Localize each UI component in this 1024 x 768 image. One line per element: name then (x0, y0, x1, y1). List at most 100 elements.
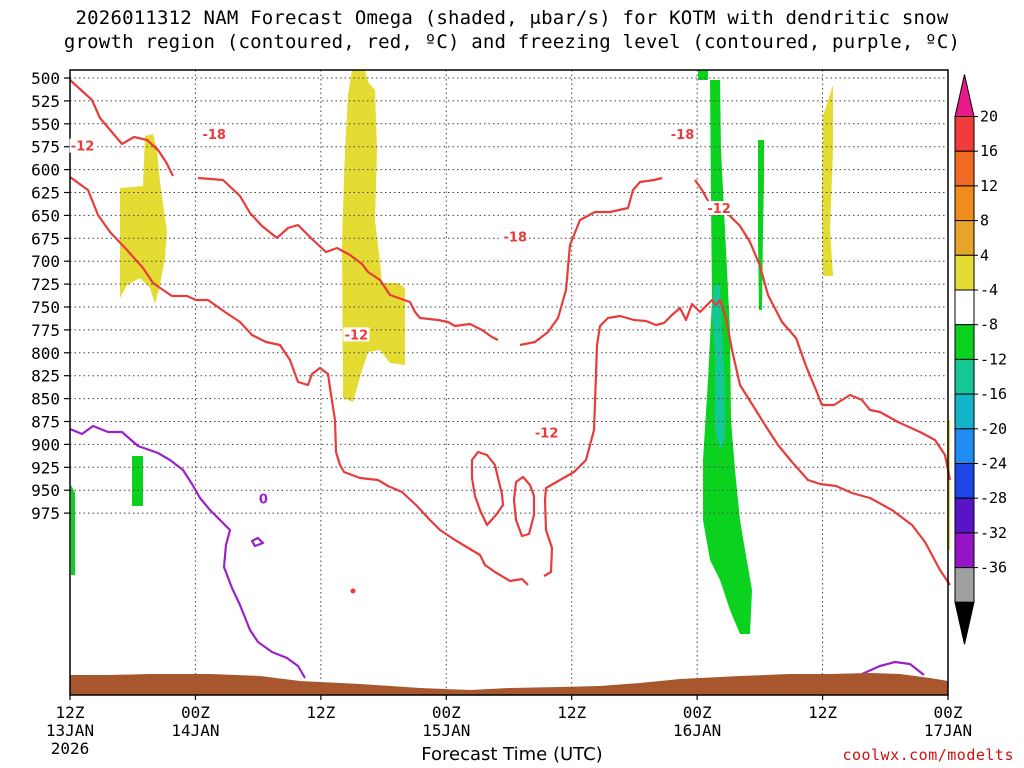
omega-region-0 (120, 134, 167, 304)
colorbar-label-3: 8 (980, 212, 989, 230)
contour-label-4: -12 (535, 426, 559, 441)
colorbar-bin-9 (954, 393, 975, 430)
omega-region-2 (822, 85, 833, 276)
x-axis-label: Forecast Time (UTC) (421, 744, 603, 765)
y-tick-label-10: 750 (31, 298, 60, 317)
contour-label-0: -12 (71, 140, 95, 155)
chart-title: 2026011312 NAM Forecast Omega (shaded, μ… (0, 6, 1024, 54)
colorbar-label-8: -16 (980, 385, 1007, 403)
colorbar-bin-4 (954, 220, 975, 256)
contour-line-2 (197, 176, 499, 341)
gridlines (70, 70, 948, 695)
colorbar-bin-5 (954, 254, 975, 291)
omega-region-1 (342, 70, 405, 402)
omega-region-6 (698, 70, 708, 80)
x-tick-label-1-0: 00Z (181, 703, 210, 722)
contour-line-1 (69, 176, 529, 586)
contour-label-bg-6 (706, 200, 733, 215)
contours (69, 79, 952, 679)
colorbar-label-2: 12 (980, 177, 998, 195)
colorbar-label-10: -24 (980, 455, 1007, 473)
x-tick-label-7-0: 00Z (934, 703, 963, 722)
y-tick-label-7: 675 (31, 229, 60, 248)
x-tick-label-0-0: 12Z (56, 703, 85, 722)
colorbar-bin-14 (954, 567, 975, 603)
plot-frame (69, 69, 949, 696)
colorbar-bottom-triangle (954, 601, 975, 645)
y-tick-label-8: 700 (31, 252, 60, 271)
contour-line-7 (512, 475, 536, 538)
contour-label-1: -18 (202, 128, 226, 143)
omega-shading (71, 70, 950, 634)
colorbar-bin-2 (954, 150, 975, 187)
y-tick-label-18: 950 (31, 481, 60, 500)
omega-region-9 (712, 285, 725, 450)
y-tick-label-2: 550 (31, 115, 60, 134)
y-tick-label-19: 975 (31, 504, 60, 523)
y-tick-label-11: 775 (31, 321, 60, 340)
colorbar-bin-12 (954, 497, 975, 534)
colorbar-label-12: -32 (980, 524, 1007, 542)
x-tick-label-5-1: 16JAN (673, 721, 721, 740)
contour-dot (350, 588, 356, 594)
y-tick-label-9: 725 (31, 275, 60, 294)
colorbar-label-9: -20 (980, 420, 1007, 438)
chart-title-line1: 2026011312 NAM Forecast Omega (shaded, μ… (75, 7, 949, 29)
colorbar-label-6: -8 (980, 316, 998, 334)
contour-label-bg-5 (669, 126, 696, 141)
contour-label-bg-7 (258, 491, 269, 506)
x-tick-label-0-2: 2026 (51, 739, 90, 758)
colorbar-bin-3 (954, 185, 975, 222)
contour-label-3: -12 (345, 328, 369, 343)
colorbar-label-13: -36 (980, 559, 1007, 577)
y-axis: 500 525 550 575 600 625 650 675 700 725 750 775 800 8… (31, 69, 70, 523)
contour-labels: -12 -18 -18 -12 -12 -18 -12 0 (69, 126, 733, 507)
omega-region-4 (71, 485, 75, 575)
contour-label-2: -18 (504, 230, 528, 245)
x-tick-label-0-1: 13JAN (46, 721, 94, 740)
contour-line-8 (69, 424, 306, 679)
colorbar-bin-6 (954, 289, 975, 326)
terrain (70, 673, 948, 695)
colorbar-bin-10 (954, 428, 975, 464)
colorbar-bin-1 (954, 116, 975, 152)
colorbar-bin-11 (954, 463, 975, 499)
contour-line-9 (250, 536, 265, 548)
y-tick-label-17: 925 (31, 458, 60, 477)
contour-line-3 (519, 176, 663, 347)
omega-region-5 (132, 456, 143, 506)
omega-region-7 (703, 80, 752, 634)
contour-label-7: 0 (259, 492, 268, 507)
x-tick-label-2-0: 12Z (306, 703, 335, 722)
contour-label-bg-4 (533, 425, 560, 440)
colorbar-label-7: -12 (980, 350, 1007, 368)
colorbar-bin-8 (954, 358, 975, 395)
contour-line-5 (543, 298, 951, 586)
credit-text: coolwx.com/modelts (842, 746, 1014, 764)
contour-line-6 (470, 450, 505, 527)
colorbar-label-11: -28 (980, 489, 1007, 507)
contour-label-bg-0 (69, 138, 96, 153)
contour-label-bg-3 (343, 327, 370, 342)
y-tick-label-0: 500 (31, 69, 60, 88)
x-tick-label-3-0: 00Z (432, 703, 461, 722)
y-tick-label-14: 850 (31, 390, 60, 409)
y-tick-label-3: 575 (31, 138, 60, 157)
y-tick-label-1: 525 (31, 92, 60, 111)
y-tick-label-16: 900 (31, 435, 60, 454)
colorbar-bin-7 (954, 324, 975, 360)
contour-label-5: -18 (671, 128, 695, 143)
terrain-fill (70, 673, 948, 695)
y-tick-label-12: 800 (31, 344, 60, 363)
y-tick-label-6: 650 (31, 206, 60, 225)
colorbar-label-1: 16 (980, 142, 998, 160)
colorbar-top-triangle (954, 74, 975, 117)
colorbar-label-0: 20 (980, 108, 998, 126)
contour-line-0 (69, 79, 174, 177)
y-tick-label-13: 825 (31, 367, 60, 386)
contour-label-6: -12 (707, 202, 731, 217)
y-tick-label-5: 625 (31, 184, 60, 203)
x-tick-label-7-1: 17JAN (924, 721, 972, 740)
